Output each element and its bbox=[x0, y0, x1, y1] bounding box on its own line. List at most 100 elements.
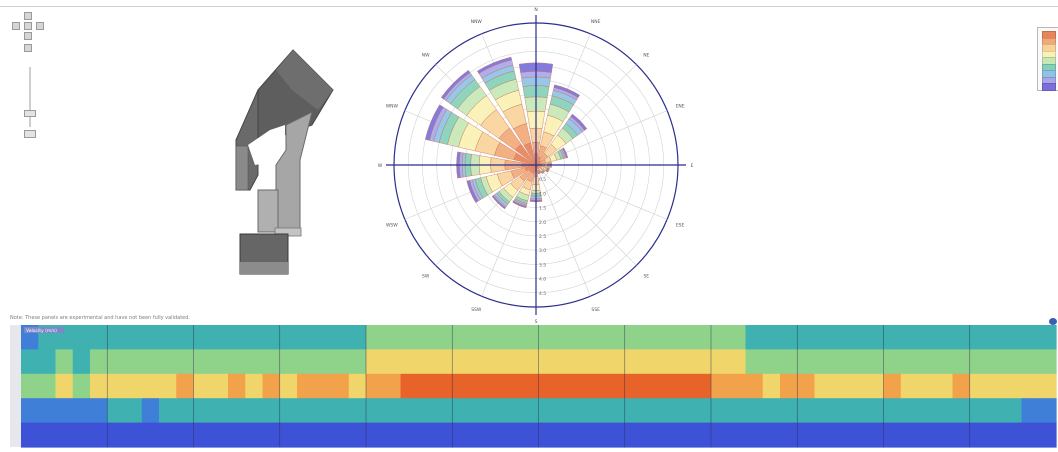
heatmap-cell bbox=[331, 373, 350, 399]
heatmap-cell bbox=[693, 422, 712, 448]
heatmap-cell bbox=[987, 422, 1005, 448]
heatmap-cell bbox=[107, 398, 126, 424]
heatmap-cell bbox=[400, 422, 419, 448]
pan-left-button[interactable] bbox=[12, 22, 20, 30]
heatmap-cell bbox=[590, 422, 609, 448]
heatmap-cell bbox=[935, 349, 954, 375]
rose-legend bbox=[1037, 27, 1058, 91]
heatmap-cell bbox=[1038, 422, 1057, 448]
pan-down-button[interactable] bbox=[24, 32, 32, 40]
heatmap-cell bbox=[693, 373, 712, 399]
heatmap-cell bbox=[935, 325, 954, 350]
top-divider bbox=[0, 6, 1058, 7]
heatmap-cell bbox=[55, 349, 74, 375]
heatmap-cell bbox=[969, 325, 988, 350]
heatmap-cell bbox=[745, 398, 764, 424]
heatmap-cell bbox=[486, 398, 505, 424]
heatmap-cell bbox=[1021, 349, 1040, 375]
heatmap-cell bbox=[159, 325, 177, 350]
heatmap-cell bbox=[297, 325, 315, 350]
heatmap-cell bbox=[366, 398, 384, 424]
heatmap-cell bbox=[504, 325, 522, 350]
heatmap-cell bbox=[452, 349, 471, 375]
heatmap-cell bbox=[366, 422, 384, 448]
heatmap-cell bbox=[728, 422, 747, 448]
zoom-slider-track[interactable] bbox=[29, 67, 31, 127]
heatmap-cell bbox=[624, 325, 643, 350]
heatmap-cell bbox=[607, 325, 626, 350]
heatmap-cell bbox=[624, 398, 643, 424]
heatmap-cell bbox=[918, 373, 936, 399]
heatmap-cell bbox=[866, 398, 885, 424]
heatmap-cell bbox=[900, 373, 919, 399]
heatmap-cell bbox=[797, 349, 816, 375]
heatmap-cell bbox=[642, 422, 660, 448]
heatmap-cell bbox=[987, 398, 1005, 424]
compass-label: NNE bbox=[591, 19, 601, 25]
pan-center-button[interactable] bbox=[24, 22, 32, 30]
heatmap-cell bbox=[987, 325, 1005, 350]
heatmap-cell bbox=[314, 398, 333, 424]
heatmap-axis bbox=[10, 325, 21, 447]
heatmap-cell bbox=[90, 422, 108, 448]
heatmap-cell bbox=[642, 349, 660, 375]
heatmap-cell bbox=[952, 373, 971, 399]
heatmap-label: Velocity (m/s) bbox=[26, 328, 57, 334]
heatmap-cell bbox=[279, 398, 298, 424]
zoom-out-button[interactable] bbox=[24, 130, 36, 138]
heatmap-cell bbox=[141, 422, 160, 448]
heatmap-cell bbox=[262, 422, 281, 448]
zoom-slider-handle[interactable] bbox=[24, 110, 36, 117]
heatmap-cell bbox=[417, 422, 436, 448]
heatmap-cell bbox=[573, 398, 591, 424]
heatmap-cell bbox=[659, 422, 678, 448]
heatmap-cell bbox=[659, 398, 678, 424]
heatmap-cell bbox=[210, 325, 229, 350]
heatmap-cell bbox=[228, 422, 246, 448]
heatmap-cell bbox=[279, 422, 298, 448]
heatmap-cell bbox=[849, 349, 867, 375]
heatmap-cell bbox=[176, 349, 195, 375]
heatmap-cell bbox=[279, 325, 298, 350]
radial-tick-label: 1.5 bbox=[539, 206, 546, 212]
heatmap-cell bbox=[883, 325, 902, 350]
rose-bars bbox=[386, 15, 686, 315]
heatmap-cell bbox=[538, 398, 557, 424]
heatmap-cell bbox=[486, 325, 505, 350]
heatmap-cell bbox=[969, 349, 988, 375]
heatmap-cell bbox=[504, 349, 522, 375]
heatmap-cell bbox=[676, 398, 695, 424]
heatmap-cell bbox=[486, 422, 505, 448]
heatmap-cell bbox=[693, 398, 712, 424]
compass-label: W bbox=[378, 163, 383, 169]
heatmap-cell bbox=[728, 349, 747, 375]
heatmap-cell bbox=[176, 325, 195, 350]
heatmap-cell bbox=[900, 325, 919, 350]
heatmap-cell bbox=[952, 398, 971, 424]
rose-segment-ne-9 bbox=[570, 113, 588, 131]
heatmap-cell bbox=[797, 422, 816, 448]
heatmap-cell bbox=[504, 422, 522, 448]
compass-label: WSW bbox=[386, 223, 398, 229]
zoom-in-button[interactable] bbox=[24, 44, 32, 52]
heatmap-cell bbox=[900, 398, 919, 424]
heatmap-cell bbox=[297, 422, 315, 448]
heatmap-cell bbox=[745, 373, 764, 399]
heatmap-cell bbox=[590, 398, 609, 424]
pan-up-button[interactable] bbox=[24, 12, 32, 20]
heatmap-cell bbox=[38, 349, 57, 375]
rose-segment-nnw-9 bbox=[477, 56, 512, 74]
upper-roof-highlight bbox=[276, 50, 333, 110]
heatmap-cells bbox=[21, 325, 1057, 448]
pan-right-button[interactable] bbox=[36, 22, 44, 30]
heatmap-cell bbox=[383, 398, 402, 424]
heatmap-cell bbox=[504, 398, 522, 424]
grid-spoke bbox=[535, 164, 591, 297]
compass-label: S bbox=[535, 319, 538, 325]
heatmap-cell bbox=[107, 422, 126, 448]
courtyard bbox=[248, 125, 285, 165]
heatmap-cell bbox=[141, 325, 160, 350]
heatmap-cell bbox=[124, 422, 143, 448]
heatmap-cell bbox=[228, 373, 246, 399]
